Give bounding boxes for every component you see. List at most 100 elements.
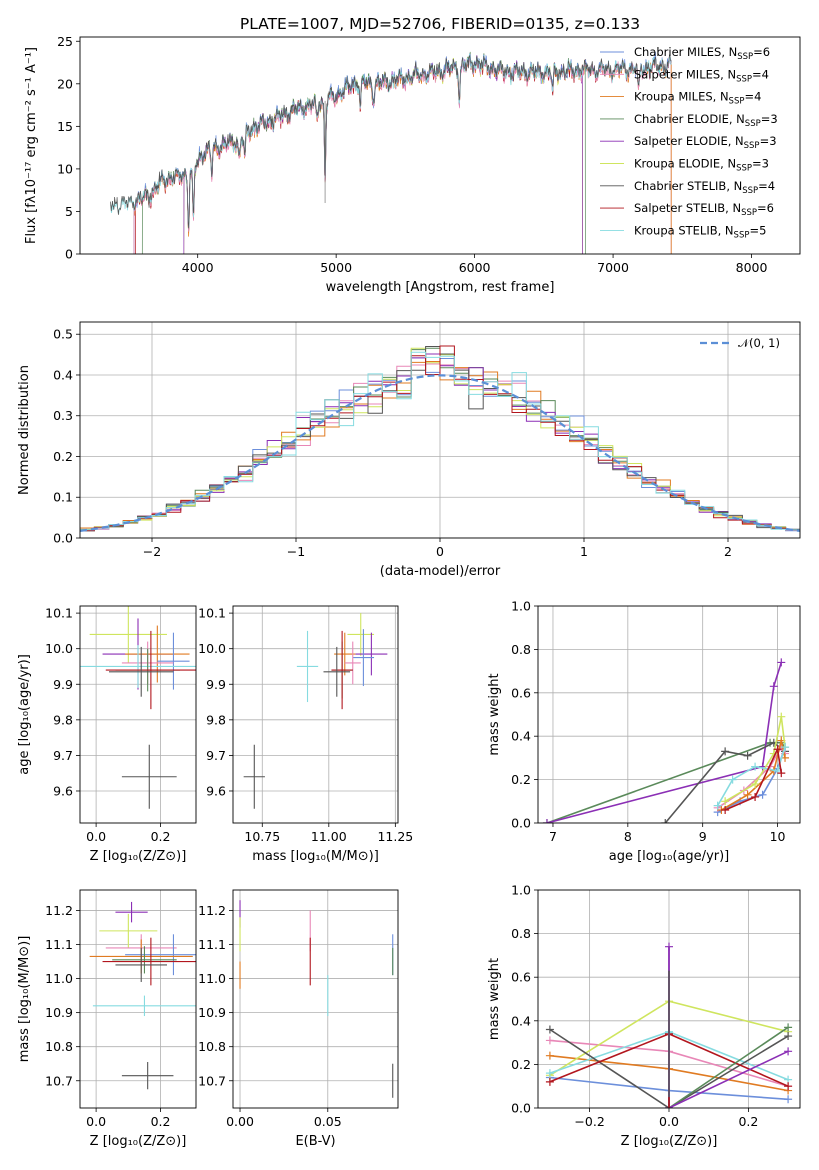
- y-tick-label: 9.8: [206, 712, 226, 727]
- x-tick-label: 5000: [320, 260, 352, 275]
- y-tick-label: 10.0: [198, 641, 226, 656]
- weight-marker-salpeter-stelib: [545, 1077, 554, 1086]
- y-tick-label: 0.4: [511, 1013, 531, 1028]
- y-tick-label: 9.6: [53, 783, 73, 798]
- axes-frame: [79, 889, 197, 1109]
- errorbar-kroupa-stelib: [296, 630, 319, 703]
- figure-title: PLATE=1007, MJD=52706, FIBERID=0135, z=0…: [240, 15, 640, 33]
- weight-marker-chabrier-stelib: [784, 1032, 793, 1041]
- errorbar-chabrier-elodie: [112, 946, 177, 974]
- y-tick-label: 0.3: [53, 408, 73, 423]
- x-tick-label: 7: [549, 829, 557, 844]
- weight-marker-kroupa-elodie: [721, 797, 730, 806]
- x-tick-label: 0.05: [314, 1114, 342, 1129]
- x-tick-label: 2: [724, 544, 732, 559]
- gaussian-legend-label: 𝒩(0, 1): [738, 336, 780, 350]
- errorbar-salpeter-stelib: [331, 630, 353, 710]
- axes-weight_vs_Z: −0.2 0.0 0.2 0.0 0.2 0.4 0.6 0.8 1.0 Z [log₁₀(Z/Z…: [487, 883, 801, 1149]
- errorbar-salpeter-stelib: [102, 937, 196, 986]
- legend-label-chabrier-miles: Chabrier MILES, NSSP=6: [634, 45, 770, 62]
- plot-area: [538, 606, 800, 823]
- weight-marker-salpeter-stelib: [773, 745, 782, 754]
- y-tick-label: 0.4: [53, 367, 73, 382]
- axes-residuals: −2 −1 0 1 2 0.0 0.1 0.2 0.3 0.4 0.5 (data-model)/er…: [17, 321, 801, 579]
- errorbar-chabrier-stelib: [243, 744, 265, 809]
- y-tick-label: 20: [57, 76, 73, 91]
- weight-marker-kroupa-elodie: [751, 779, 760, 788]
- errorbar-salpeter-elodie: [355, 632, 388, 676]
- axes-frame: [79, 321, 801, 539]
- x-axis-label: wavelength [Angstrom, rest frame]: [326, 280, 555, 295]
- ticks: 0.0 0.2 10.7 10.8 10.9 11.0 11.1 11.2: [45, 903, 170, 1129]
- x-tick-label: 0.0: [659, 1114, 679, 1129]
- axes-age_vs_mass: 10.75 11.00 11.25 9.6 9.7 9.8 9.9 10.0 10.1 mass …: [198, 605, 413, 864]
- weight-marker-salpeter-elodie: [784, 1047, 793, 1056]
- weight-marker-chabrier-miles: [784, 1095, 793, 1104]
- x-tick-label: −0.2: [574, 1114, 604, 1129]
- plot-area: [538, 890, 800, 1108]
- spectrum-kroupa-stelib: [110, 53, 672, 228]
- plot-area: [233, 890, 398, 1108]
- spectrum-salpeter-elodie: [183, 54, 583, 254]
- y-tick-label: 9.9: [53, 677, 73, 692]
- errorbar-chabrier-stelib: [121, 1062, 174, 1090]
- errorbar-kroupa-miles: [334, 632, 356, 676]
- x-tick-label: 0.0: [86, 1114, 106, 1129]
- y-tick-label: 9.6: [206, 783, 226, 798]
- x-axis-label: Z [log₁₀(Z/Z⊙)]: [621, 1134, 718, 1149]
- y-tick-label: 0.4: [511, 729, 531, 744]
- legend-label-kroupa-elodie: Kroupa ELODIE, NSSP=3: [634, 157, 769, 174]
- y-tick-label: 0.8: [511, 926, 531, 941]
- errorbar-chabrier-miles: [352, 629, 375, 687]
- x-tick-label: 10: [770, 829, 786, 844]
- axes-frame: [232, 605, 399, 824]
- y-tick-label: 10.8: [45, 1039, 73, 1054]
- y-tick-label: 15: [57, 119, 73, 134]
- weight-line-salpeter-stelib: [724, 746, 783, 811]
- axes-age_vs_Z: 0.0 0.2 9.6 9.7 9.8 9.9 10.0 10.1 Z [log₁₀(Z/Z⊙)…: [17, 605, 197, 864]
- y-tick-label: 11.1: [198, 937, 226, 952]
- y-tick-label: 0: [65, 247, 73, 262]
- y-tick-label: 0.0: [511, 1101, 531, 1116]
- gaussian-curve: [80, 374, 800, 532]
- errorbar-kroupa-elodie: [347, 613, 375, 656]
- histogram-kroupa-stelib: [80, 351, 800, 531]
- y-tick-label: 10.8: [198, 1039, 226, 1054]
- weight-marker-salpeter-elodie: [542, 819, 551, 823]
- y-tick-label: 0.6: [511, 685, 531, 700]
- y-tick-label: 0.2: [511, 1057, 531, 1072]
- x-tick-label: 8000: [736, 260, 768, 275]
- weight-marker-salpeter-elodie: [769, 682, 778, 691]
- weight-marker-kroupa-stelib: [728, 775, 737, 784]
- y-tick-label: 5: [65, 204, 73, 219]
- y-tick-label: 10.7: [45, 1073, 73, 1088]
- errorbar-chabrier-miles: [157, 632, 190, 690]
- weight-line-salpeter-elodie: [546, 662, 783, 823]
- weight-marker-salpeter-stelib: [784, 1082, 793, 1091]
- ticks: 10.75 11.00 11.25 9.6 9.7 9.8 9.9 10.0 10.1: [198, 606, 413, 844]
- plot-area: [80, 890, 196, 1108]
- axes-frame: [537, 889, 801, 1109]
- axes-frame: [232, 889, 399, 1109]
- spectrum-kroupa-elodie: [183, 54, 583, 254]
- x-tick-label: 11.00: [311, 829, 347, 844]
- y-tick-label: 0.5: [53, 327, 73, 342]
- x-axis-label: mass [log₁₀(M/M⊙)]: [252, 849, 379, 864]
- y-tick-label: 0.0: [53, 531, 73, 546]
- weight-marker-kroupa-miles: [743, 790, 752, 799]
- x-axis-label: age [log₁₀(age/yr)]: [609, 849, 730, 864]
- legend-label-salpeter-elodie: Salpeter ELODIE, NSSP=3: [634, 134, 777, 151]
- errorbar-chabrier-stelib: [323, 646, 351, 697]
- ticks: 7 8 9 10 0.0 0.2 0.4 0.6 0.8 1.0: [511, 599, 785, 845]
- x-axis-label: Z [log₁₀(Z/Z⊙)]: [90, 849, 187, 864]
- weight-marker-chabrier-stelib: [743, 751, 752, 760]
- axes-frame: [79, 36, 801, 255]
- y-tick-label: 1.0: [511, 883, 531, 898]
- axes-weight_vs_age: 7 8 9 10 0.0 0.2 0.4 0.6 0.8 1.0 age [log₁₀(age/yr…: [487, 599, 801, 864]
- plot-area: [80, 322, 800, 538]
- weight-marker-chabrier-miles: [758, 790, 767, 799]
- y-tick-label: 11.2: [198, 903, 226, 918]
- weight-marker-kroupa-stelib: [751, 762, 760, 771]
- legend: Chabrier MILES, NSSP=6 Salpeter MILES, NS…: [600, 45, 778, 240]
- y-tick-label: 25: [57, 34, 73, 49]
